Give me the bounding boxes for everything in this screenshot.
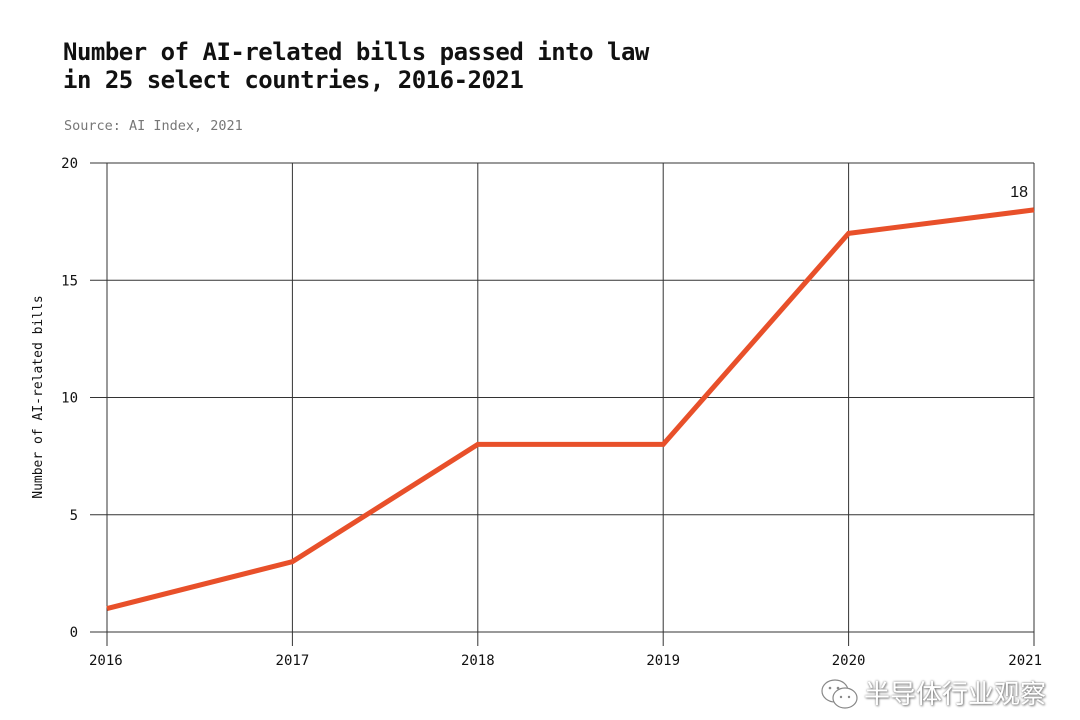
watermark-text: 半导体行业观察: [863, 680, 1046, 710]
chart-source: Source: AI Index, 2021: [64, 118, 243, 134]
x-tick-label: 2017: [276, 653, 310, 669]
y-tick-label: 15: [61, 273, 78, 289]
watermark: 半导体行业观察: [820, 678, 1046, 712]
x-tick-label: 2019: [646, 653, 680, 669]
grid-lines: [90, 162, 1035, 646]
x-tick-label: 2016: [89, 653, 123, 669]
y-axis-label: Number of AI-related bills: [31, 295, 46, 499]
x-tick-label: 2020: [832, 653, 866, 669]
series-line: [106, 207, 1035, 611]
y-tick-label: 5: [70, 508, 78, 524]
annotations: 18: [1010, 184, 1028, 201]
x-tick-label: 2018: [461, 653, 495, 669]
wechat-icon: [821, 679, 858, 709]
data-label: 18: [1010, 184, 1028, 201]
y-tick-labels: 0 5 10 15 20: [61, 156, 78, 641]
x-tick-labels: 2016 2017 2018 2019 2020 2021: [89, 653, 1042, 669]
x-tick-label: 2021: [1008, 653, 1042, 669]
y-tick-label: 10: [61, 391, 78, 407]
chart-title-line-2: in 25 select countries, 2016-2021: [63, 66, 524, 94]
chart-title-line-1: Number of AI-related bills passed into l…: [63, 38, 649, 66]
chart-title: Number of AI-related bills passed into l…: [63, 38, 649, 94]
series-layer: [106, 207, 1035, 611]
y-tick-label: 0: [70, 625, 78, 641]
y-tick-label: 20: [61, 156, 78, 172]
